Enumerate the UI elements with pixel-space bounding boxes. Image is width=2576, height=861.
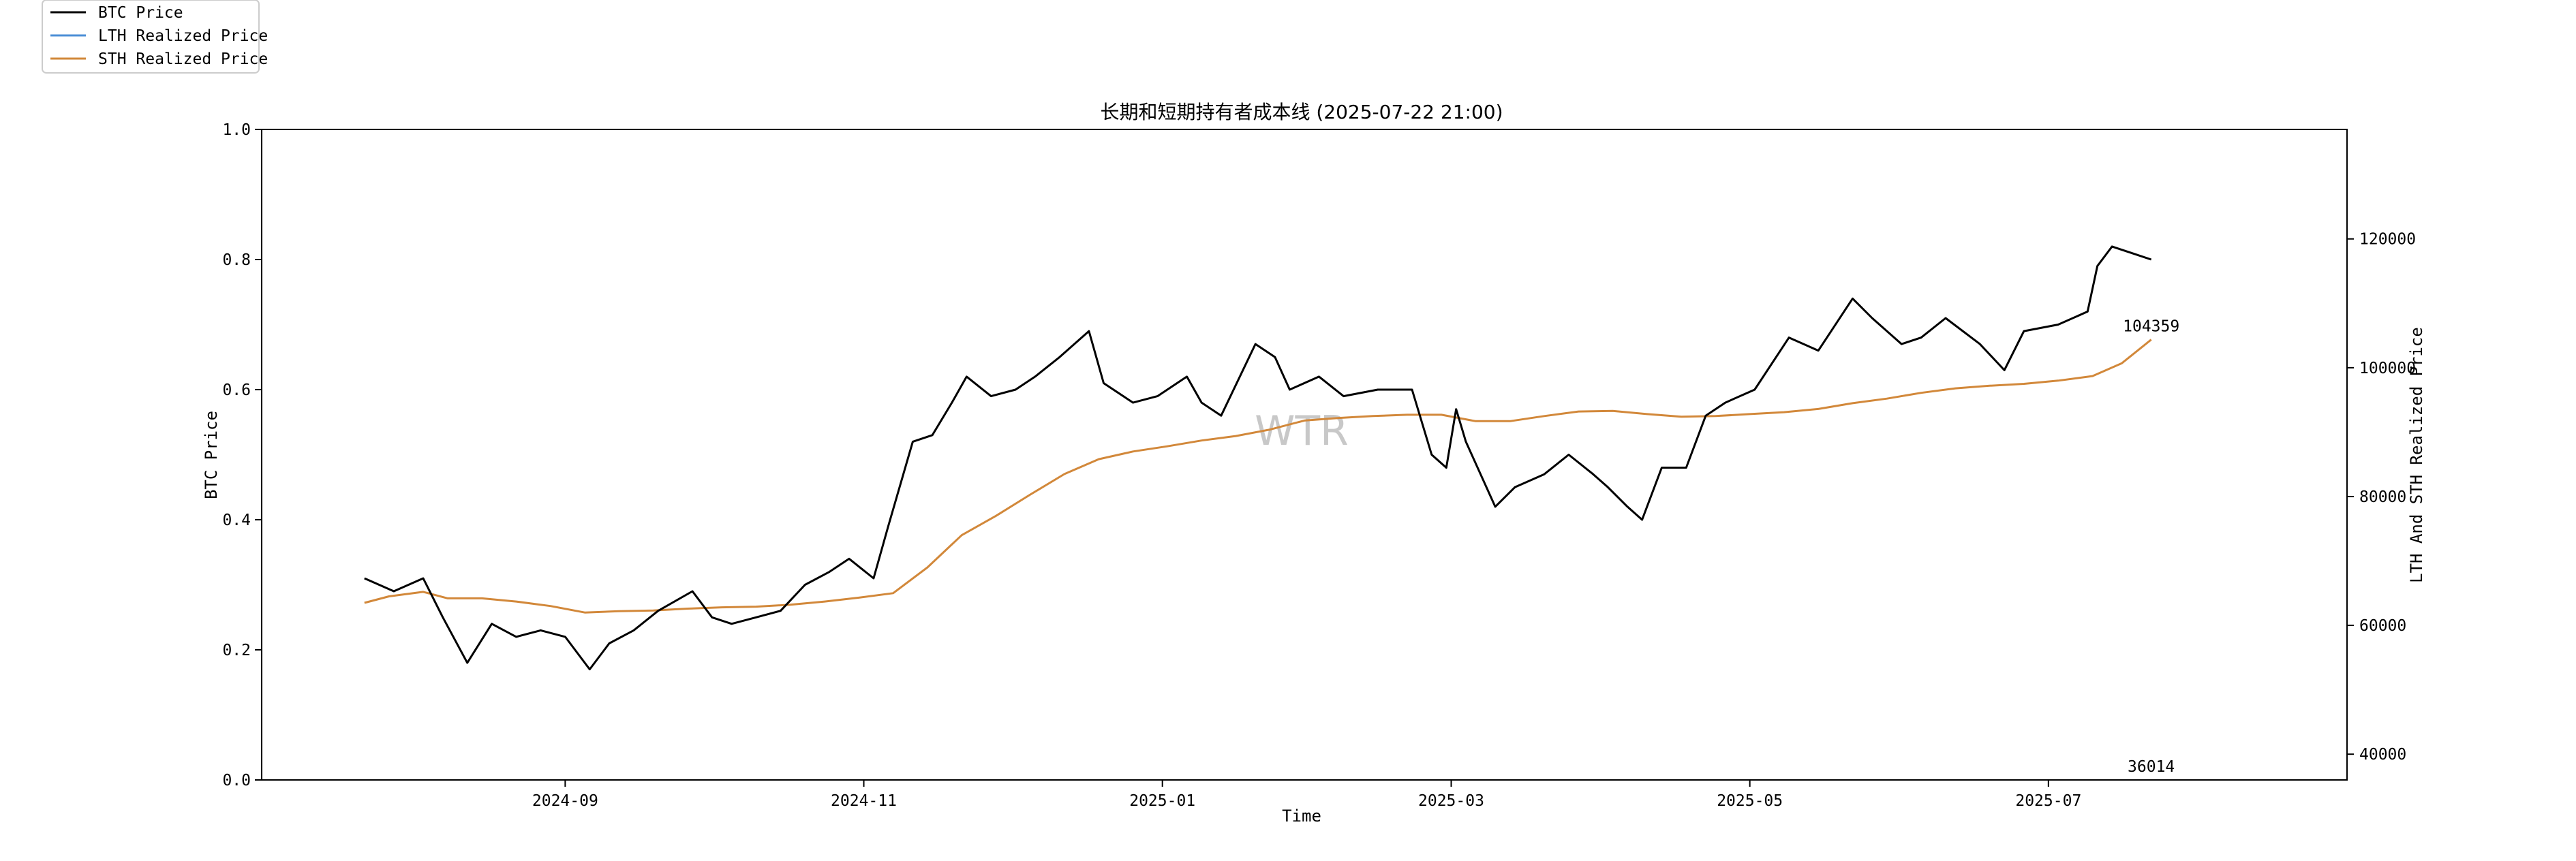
watermark: WTR: [1255, 407, 1349, 455]
left-tick-label: 1.0: [222, 121, 251, 139]
x-tick-label: 2025-05: [1717, 792, 1783, 810]
x-axis-ticks: 2024-09 2024-11 2025-01 2025-03 2025-05 2025-…: [532, 780, 2081, 810]
left-tick-label: 0.0: [222, 772, 251, 789]
chart-title: 长期和短期持有者成本线 (2025-07-22 21:00): [1100, 101, 1503, 123]
right-tick-label: 80000: [2359, 488, 2406, 506]
left-tick-label: 0.6: [222, 381, 251, 399]
annotation-label: 104359: [2123, 318, 2179, 336]
plot-frame: [261, 129, 2348, 781]
right-tick-label: 100000: [2359, 360, 2416, 377]
legend-box: [42, 0, 260, 74]
series-line-btc-price: [364, 245, 2152, 671]
right-tick-label: 120000: [2359, 231, 2416, 249]
x-tick-label: 2025-07: [2015, 792, 2081, 810]
series-line-sth-realized-price: [364, 339, 2152, 614]
x-axis-label: Time: [1282, 807, 1321, 826]
right-tick-label: 60000: [2359, 617, 2406, 635]
left-tick-label: 0.2: [222, 642, 251, 659]
left-tick-label: 0.8: [222, 251, 251, 269]
left-axis-ticks: 0.0 0.2 0.4 0.6 0.8 1.0: [222, 121, 262, 789]
legend-label-sth: STH Realized Price: [98, 50, 268, 68]
right-y-axis-label: LTH And STH Realized Price: [2407, 327, 2426, 583]
legend: BTC Price LTH Realized Price STH Realize…: [42, 0, 268, 74]
series-layer: [364, 245, 2152, 671]
x-tick-label: 2024-09: [532, 792, 598, 810]
legend-label-btc: BTC Price: [98, 4, 183, 22]
x-tick-label: 2025-03: [1418, 792, 1484, 810]
x-tick-label: 2025-01: [1129, 792, 1195, 810]
right-tick-label: 40000: [2359, 746, 2406, 764]
left-y-axis-label: BTC Price: [202, 411, 221, 499]
right-axis-ticks: 40000 60000 80000 100000 120000: [2347, 231, 2416, 764]
annotation-label: 36014: [2128, 758, 2175, 776]
annotations: 104359 36014: [2123, 318, 2179, 776]
left-tick-label: 0.4: [222, 512, 251, 529]
legend-label-lth: LTH Realized Price: [98, 27, 268, 45]
x-tick-label: 2024-11: [831, 792, 897, 810]
